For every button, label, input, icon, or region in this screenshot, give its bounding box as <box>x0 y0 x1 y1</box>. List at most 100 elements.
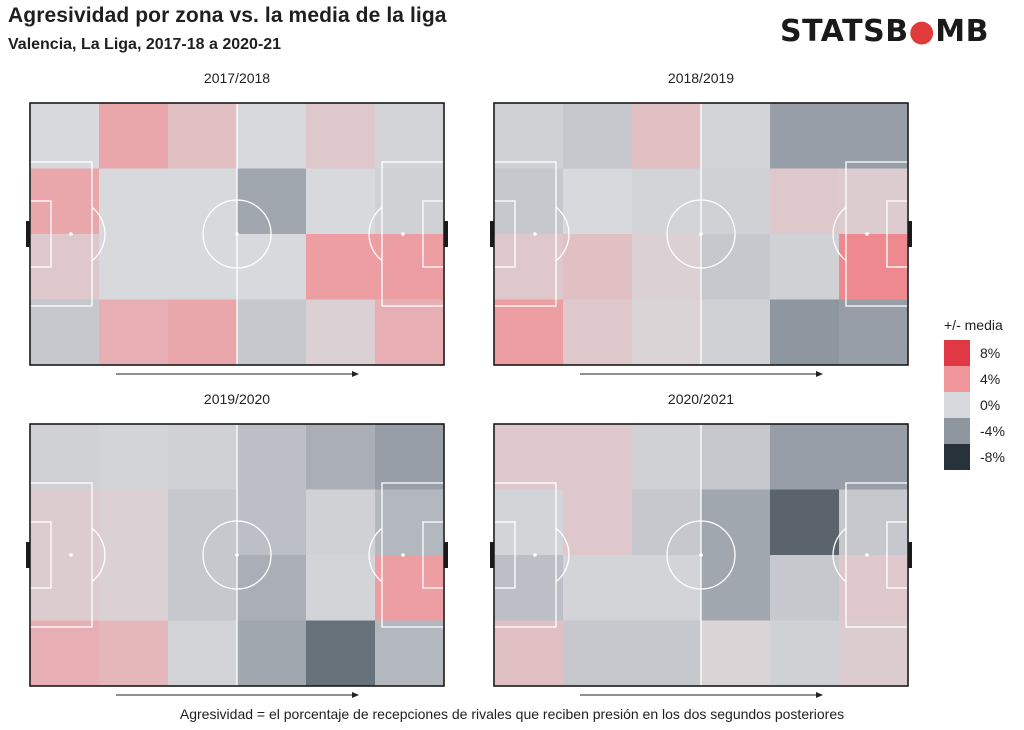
penalty-arc-right <box>368 206 383 262</box>
heat-cell <box>30 299 100 366</box>
heat-cell <box>494 299 564 366</box>
panel-title-2017-2018: 2017/2018 <box>204 70 270 86</box>
heat-cell <box>168 424 238 490</box>
heat-cell <box>563 489 633 556</box>
penalty-arc-right <box>832 206 847 262</box>
center-circle <box>202 199 272 269</box>
heat-cell <box>632 424 702 490</box>
heat-cell <box>306 620 376 687</box>
penalty-spot-right <box>401 553 405 557</box>
heat-cell <box>839 620 909 687</box>
legend-swatch <box>944 444 970 470</box>
heat-cell <box>563 234 633 300</box>
heat-cell <box>99 424 169 490</box>
penalty-arc-left <box>555 206 570 262</box>
heat-cell <box>99 103 169 169</box>
heat-cell <box>237 555 307 621</box>
heat-cell <box>839 103 909 169</box>
heat-cell <box>237 234 307 300</box>
goal-right <box>908 542 912 568</box>
heat-cell <box>99 299 169 366</box>
heat-cell <box>632 299 702 366</box>
heat-cell <box>701 620 771 687</box>
heat-cell <box>306 103 376 169</box>
legend-label: 8% <box>980 345 1000 361</box>
heat-cell <box>770 299 840 366</box>
legend-swatch <box>944 340 970 366</box>
chart-caption: Agresividad = el porcentaje de recepcion… <box>179 706 845 722</box>
heat-cell <box>563 620 633 687</box>
heat-cell <box>494 424 564 490</box>
heat-cell <box>494 103 564 169</box>
arrow-head-icon <box>352 692 359 698</box>
heat-cell <box>701 555 771 621</box>
heat-cell <box>701 103 771 169</box>
heat-cell <box>99 555 169 621</box>
heat-cell <box>237 620 307 687</box>
center-spot <box>235 553 239 557</box>
penalty-spot-left <box>69 553 73 557</box>
heat-cell <box>632 620 702 687</box>
penalty-arc-left <box>91 527 106 583</box>
heat-cell <box>494 620 564 687</box>
heat-cell <box>632 555 702 621</box>
center-circle <box>666 520 736 590</box>
heat-cell <box>306 234 376 300</box>
penalty-spot-right <box>401 232 405 236</box>
heat-cell <box>701 234 771 300</box>
heat-cell <box>632 103 702 169</box>
heat-cell <box>563 424 633 490</box>
heat-cell <box>30 620 100 687</box>
heat-cell <box>701 424 771 490</box>
legend-label: -8% <box>980 449 1005 465</box>
heat-cell <box>375 424 445 490</box>
heat-cell <box>99 489 169 556</box>
goal-right <box>444 221 448 247</box>
center-spot <box>235 232 239 236</box>
heat-cell <box>839 299 909 366</box>
heat-cell <box>237 424 307 490</box>
heat-cell <box>99 620 169 687</box>
heat-cell <box>563 103 633 169</box>
heat-cell <box>30 424 100 490</box>
heat-cell <box>563 299 633 366</box>
goal-right <box>444 542 448 568</box>
legend-title: +/- media <box>944 317 1003 333</box>
penalty-arc-right <box>368 527 383 583</box>
penalty-arc-left <box>555 527 570 583</box>
heat-cell <box>839 424 909 490</box>
legend-label: -4% <box>980 423 1005 439</box>
penalty-arc-left <box>91 206 106 262</box>
heat-cell <box>30 103 100 169</box>
penalty-spot-left <box>533 232 537 236</box>
penalty-arc-right <box>832 527 847 583</box>
logo-text-part-2: MB <box>935 14 989 49</box>
logo-bomb-icon: ● <box>908 14 936 49</box>
panel-title-2019-2020: 2019/2020 <box>204 391 270 407</box>
panel-title-2018-2019: 2018/2019 <box>668 70 734 86</box>
heat-cell <box>168 299 238 366</box>
heat-cell <box>563 168 633 235</box>
goal-left <box>26 221 30 247</box>
arrow-head-icon <box>352 371 359 377</box>
heat-cell <box>375 299 445 366</box>
arrow-head-icon <box>816 692 823 698</box>
goal-left <box>490 542 494 568</box>
chart-title: Agresividad por zona vs. la media de la … <box>8 4 447 27</box>
heat-cell <box>770 424 840 490</box>
penalty-spot-right <box>865 232 869 236</box>
heat-cell <box>168 103 238 169</box>
heat-cell <box>168 555 238 621</box>
heat-cell <box>237 299 307 366</box>
heat-cell <box>770 234 840 300</box>
logo-text-part-1: STATSB <box>780 14 909 49</box>
center-spot <box>699 553 703 557</box>
center-circle <box>666 199 736 269</box>
heat-cell <box>375 620 445 687</box>
heat-cell <box>168 620 238 687</box>
legend-swatch <box>944 392 970 418</box>
heat-cell <box>563 555 633 621</box>
heat-cell <box>99 168 169 235</box>
heat-cell <box>306 555 376 621</box>
